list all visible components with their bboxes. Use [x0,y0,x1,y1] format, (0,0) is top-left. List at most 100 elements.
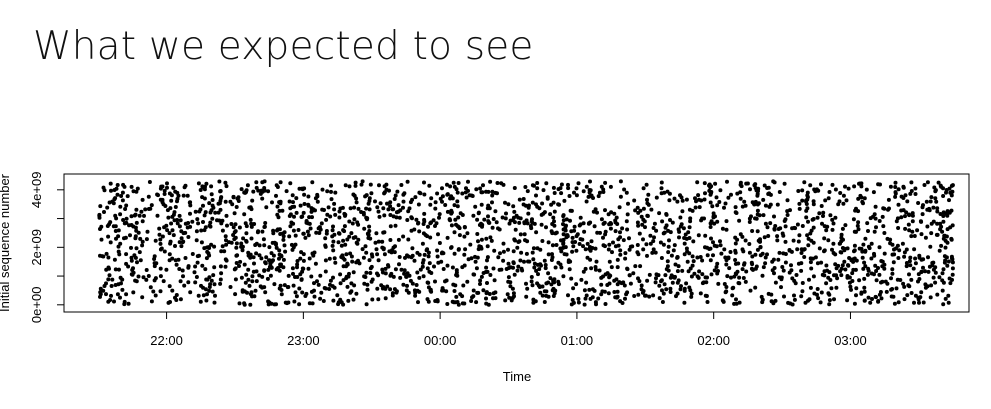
data-point [620,226,625,231]
data-point [274,242,278,247]
data-point [318,273,323,278]
data-point [224,184,229,189]
data-point [97,212,102,217]
data-point [278,180,283,185]
data-point [872,251,876,256]
data-point [324,229,329,233]
data-point [426,254,431,259]
data-point [431,218,436,223]
data-point [437,241,442,245]
data-point [766,291,771,296]
data-point [673,262,678,267]
data-point [292,214,296,219]
data-point [711,211,716,216]
y-axis-title: Initial sequence number [0,173,12,312]
data-point [112,257,117,262]
data-point [548,212,553,217]
data-point [288,224,293,229]
data-point [522,232,527,237]
data-point [608,184,613,189]
data-point [799,247,804,252]
data-point [678,287,683,292]
data-point [222,249,227,254]
data-point [181,274,185,279]
data-point [884,289,889,294]
data-point [177,267,182,271]
data-point [307,301,312,306]
data-point [660,288,664,293]
data-point [285,285,290,290]
data-point [171,212,176,217]
data-point [756,189,760,193]
data-point [559,191,564,196]
data-point [388,238,393,242]
data-point [351,270,356,275]
data-point [140,197,145,202]
data-point [712,268,717,273]
data-point [478,278,483,283]
data-point [195,217,200,222]
data-point [113,267,118,272]
data-point [881,206,886,211]
data-point [435,298,440,302]
data-point [315,199,320,204]
data-point [690,263,695,268]
data-point [651,226,656,230]
data-point [571,244,576,249]
data-point [873,216,878,221]
data-point [345,261,350,266]
data-point [126,264,131,269]
data-point [586,194,591,199]
data-point [610,250,614,255]
data-point [715,261,720,266]
data-point [892,301,897,306]
data-point [895,216,900,221]
data-point [288,206,293,211]
data-point [589,239,594,244]
data-point [948,190,953,195]
data-point [479,237,484,242]
data-point [944,211,949,216]
data-point [407,273,412,278]
data-point [490,200,494,205]
data-point [549,258,554,262]
data-point [134,246,139,251]
data-point [762,183,767,188]
data-point [912,247,917,252]
data-point [833,262,838,267]
data-point [688,219,693,224]
data-point [935,209,940,214]
data-point [301,210,306,215]
data-point [271,253,276,258]
data-point [755,202,760,207]
data-point [98,253,102,258]
data-point [609,221,614,226]
data-point [471,213,476,218]
data-point [341,238,346,243]
data-point [771,179,776,184]
data-point [216,210,221,215]
data-point [602,289,607,294]
data-point [574,186,579,191]
data-point [435,191,440,196]
data-point [866,268,871,273]
data-point [162,249,167,254]
data-point [734,211,739,215]
data-point [331,239,336,244]
data-point [640,222,645,227]
data-point [374,231,379,236]
data-point [802,180,807,185]
data-point [538,290,543,295]
data-point [414,283,419,287]
data-point [653,280,658,285]
data-point [356,222,361,227]
data-point [615,265,620,270]
data-point [892,247,896,252]
data-point [369,252,374,257]
data-point [833,215,838,220]
data-point [761,197,766,202]
data-point [452,230,457,235]
data-point [506,261,511,266]
data-point [776,257,781,262]
